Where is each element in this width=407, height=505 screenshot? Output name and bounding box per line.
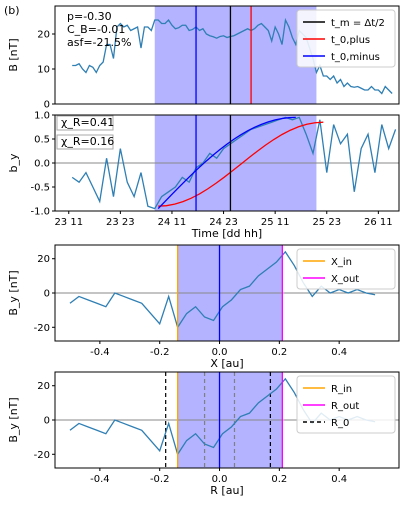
y-axis-label: b_y <box>7 153 20 172</box>
x-tick-label: 23 11 <box>54 217 83 228</box>
x-tick-label: 25 11 <box>261 217 290 228</box>
y-tick-label: 20 <box>37 30 50 41</box>
chi-label: χ_R=0.41 <box>61 116 114 129</box>
legend-box <box>296 9 396 68</box>
x-tick-label: 0.4 <box>331 347 347 358</box>
x-tick-label: -0.2 <box>150 474 170 485</box>
chart-panel-2: -1.0 -0.5 0.0 0.5 1.0 b_y 23 11 23 23 24 11 24 23… <box>7 111 400 240</box>
x-tick-label: -0.4 <box>90 347 110 358</box>
x-tick-label: -0.4 <box>90 474 110 485</box>
plot-frame <box>54 5 400 105</box>
annotation-text: p=-0.30 <box>67 10 112 23</box>
fit-curve-red <box>158 121 324 207</box>
y-tick-label: 0 <box>44 100 50 111</box>
y-tick-label: 1.0 <box>34 111 50 122</box>
legend-label: X_out <box>331 274 359 285</box>
x-tick-label: -0.2 <box>150 347 170 358</box>
legend-label: t_0,plus <box>331 35 370 46</box>
legend-label: R_0 <box>331 418 349 429</box>
y-tick-label: 0.5 <box>34 135 50 146</box>
legend-label: t_m = Δt/2 <box>331 18 385 29</box>
chi-label-box <box>56 134 114 150</box>
x-tick-label: 26 11 <box>364 217 393 228</box>
chi-label-box <box>56 115 114 131</box>
chart-panel-3: -20 0 20 B_y [nT] -0.4 -0.2 0.0 0.2 0.4 X [au] X_i… <box>7 244 400 370</box>
legend-box <box>296 248 396 290</box>
y-tick-label: -20 <box>34 450 50 461</box>
data-series-line <box>72 17 393 95</box>
chart-panel-4: -20 0 20 B_y [nT] -0.4 -0.2 0.0 0.2 0.4 R [au] R_i… <box>7 371 400 497</box>
legend-label: R_in <box>331 384 352 395</box>
x-tick-label: 0.0 <box>212 474 228 485</box>
x-tick-label: 23 23 <box>106 217 135 228</box>
y-axis-label: B_y [nT] <box>7 270 20 315</box>
y-tick-label: -20 <box>34 323 50 334</box>
legend-box <box>296 375 396 434</box>
y-axis-label: B_y [nT] <box>7 397 20 442</box>
y-tick-label: 20 <box>37 381 50 392</box>
legend-label: R_out <box>331 401 359 412</box>
y-tick-label: 0 <box>44 416 50 427</box>
y-tick-label: 0.0 <box>34 159 50 170</box>
fit-curve-blue <box>157 116 296 210</box>
x-tick-label: 24 23 <box>209 217 238 228</box>
x-tick-label: 0.2 <box>271 347 287 358</box>
panel-label: (b) <box>4 4 20 17</box>
y-tick-label: 0 <box>44 289 50 300</box>
data-series-line <box>71 116 397 210</box>
legend-label: t_0,minus <box>331 52 380 63</box>
annotation-text: C_B=-0.01 <box>67 23 125 36</box>
x-axis-label: R [au] <box>210 484 243 497</box>
legend-label: X_in <box>331 257 352 268</box>
y-tick-label: -1.0 <box>30 207 50 218</box>
x-axis-label: X [au] <box>210 357 243 370</box>
chi-label: χ_R=0.16 <box>61 135 114 148</box>
x-tick-label: 24 11 <box>158 217 187 228</box>
y-tick-label: 20 <box>37 254 50 265</box>
y-tick-label: -0.5 <box>30 183 50 194</box>
annotation-text: asf=-21.5% <box>67 36 131 49</box>
y-axis-label: B [nT] <box>7 38 20 71</box>
x-tick-label: 25 23 <box>312 217 341 228</box>
x-tick-label: 0.4 <box>331 474 347 485</box>
x-axis-label: Time [dd hh] <box>191 227 262 240</box>
shaded-interval <box>154 6 317 104</box>
x-tick-label: 0.0 <box>212 347 228 358</box>
y-tick-label: 10 <box>37 65 50 76</box>
x-tick-label: 0.2 <box>271 474 287 485</box>
